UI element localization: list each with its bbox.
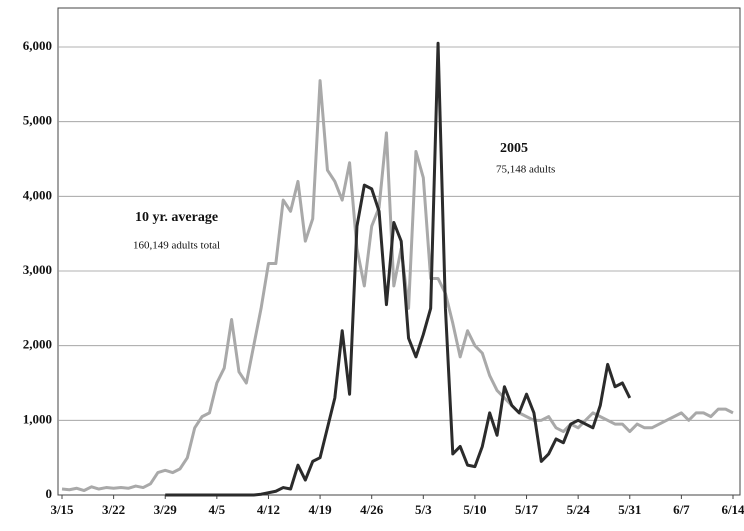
- series-line: [165, 41, 632, 497]
- x-tick-label: 4/5: [209, 502, 226, 517]
- x-tick-label: 5/3: [415, 502, 432, 517]
- x-tick-label: 3/22: [102, 502, 125, 517]
- x-tick-label: 6/7: [673, 502, 690, 517]
- x-tick-label: 6/14: [721, 502, 744, 517]
- y-tick-label: 4,000: [23, 187, 52, 202]
- y-tick-label: 6,000: [23, 38, 52, 53]
- x-tick-label: 5/31: [618, 502, 641, 517]
- plot-frame: [57, 7, 741, 496]
- annotation: 75,148 adults: [496, 164, 555, 176]
- x-tick-label: 4/26: [360, 502, 384, 517]
- annotation: 160,149 adults total: [133, 240, 220, 252]
- x-tick-label: 5/17: [515, 502, 539, 517]
- series-label: 2005: [500, 141, 528, 156]
- x-tick-label: 4/12: [257, 502, 280, 517]
- y-tick-label: 3,000: [23, 262, 52, 277]
- y-tick-label: 0: [46, 486, 53, 501]
- x-tick-label: 3/29: [154, 502, 178, 517]
- y-tick-label: 1,000: [23, 411, 52, 426]
- series-label: 10 yr. average: [135, 210, 218, 225]
- x-tick-label: 5/10: [463, 502, 486, 517]
- series-line: [61, 79, 734, 493]
- x-tick-label: 3/15: [50, 502, 74, 517]
- x-tick-label: 4/19: [309, 502, 333, 517]
- y-tick-label: 2,000: [23, 337, 52, 352]
- y-tick-label: 5,000: [23, 113, 52, 128]
- x-tick-label: 5/24: [567, 502, 591, 517]
